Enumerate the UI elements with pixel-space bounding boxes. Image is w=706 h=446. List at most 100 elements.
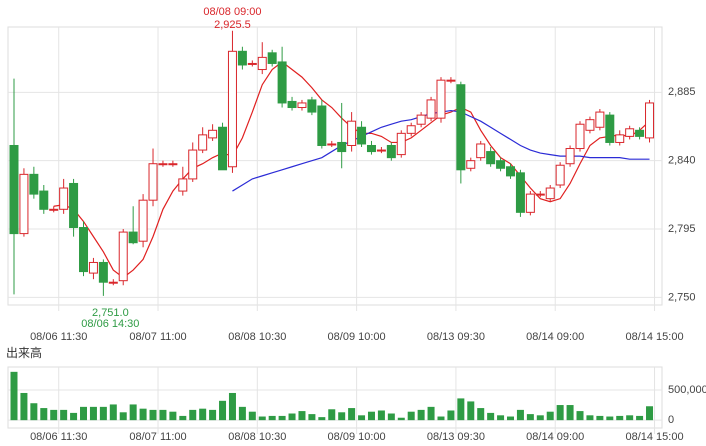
volume-bar [546, 411, 554, 421]
candle-body [267, 52, 277, 64]
volume-bar [10, 371, 18, 421]
candle-body [327, 143, 337, 146]
candle-body [208, 129, 218, 139]
y-tick-label: 2,885 [668, 86, 696, 98]
candle-body [456, 84, 466, 171]
volume-bar [30, 403, 38, 421]
price-plot-frame [7, 26, 663, 306]
volume-bar [99, 406, 107, 421]
candle-body [178, 178, 188, 192]
candle-body [108, 281, 118, 284]
candle-body [307, 99, 317, 113]
volume-bar [507, 416, 514, 421]
y-tick-label: 2,840 [668, 155, 696, 167]
volume-bar [189, 409, 197, 421]
volume-bar [616, 415, 624, 421]
volume-bar [566, 405, 574, 421]
candle-body [317, 105, 327, 146]
volume-bar [338, 412, 346, 421]
volume-bar [129, 404, 137, 421]
volume-bar [80, 406, 88, 421]
candle-body [515, 172, 525, 213]
candle-body [555, 164, 565, 186]
candle-body [148, 163, 158, 201]
candle-body [545, 187, 555, 200]
volume-bar [238, 406, 246, 421]
candle-body [9, 144, 19, 235]
candle-body [237, 50, 247, 66]
candle-body [158, 163, 168, 166]
volume-bar [318, 417, 326, 421]
volume-bar [209, 409, 217, 421]
candle-body [585, 119, 595, 131]
volume-plot-frame [7, 366, 663, 429]
volume-bar [626, 415, 634, 421]
volume-bar [487, 412, 495, 421]
volume-bar [298, 411, 306, 421]
candle-body [49, 208, 59, 211]
candle-body [426, 99, 436, 119]
candle-body [446, 79, 456, 82]
candle-body [247, 62, 257, 65]
x-tick-label: 08/06 11:30 [30, 331, 87, 343]
candle-body [376, 149, 386, 152]
candle-body [227, 50, 237, 168]
candle-body [79, 227, 89, 273]
candle-body [218, 126, 228, 171]
candle-body [436, 79, 446, 119]
candle-body [575, 123, 585, 150]
volume-bar [109, 404, 117, 421]
x-tick-label: 08/09 10:00 [328, 331, 386, 343]
volume-bar [516, 409, 524, 421]
x-tick-label: 08/09 10:00 [328, 431, 386, 443]
candle-body [476, 143, 486, 159]
x-tick-label: 08/08 10:30 [228, 331, 286, 343]
x-tick-label: 08/14 15:00 [625, 331, 683, 343]
volume-bar [89, 406, 97, 421]
volume-bar [497, 415, 505, 421]
candle-body [466, 160, 476, 169]
volume-bar [427, 406, 435, 421]
y-tick-label: 0 [668, 414, 674, 426]
volume-bar [179, 415, 187, 421]
high-value-label: 2,925.5 [214, 19, 251, 31]
candle-body [605, 114, 615, 143]
low-value-label: 2,751.0 [92, 307, 129, 319]
volume-bar [586, 415, 594, 421]
candle-body [297, 102, 307, 109]
volume-bar [258, 416, 266, 421]
volume-bar [278, 415, 286, 421]
volume-bar [40, 408, 48, 421]
volume-bar [576, 411, 584, 421]
candle-body [366, 144, 376, 153]
volume-bar [417, 409, 425, 421]
volume-bar [407, 411, 415, 421]
volume-bar [636, 415, 644, 421]
volume-bar [149, 409, 157, 421]
volume-bar [328, 409, 336, 421]
candle-body [525, 193, 535, 213]
candle-body [486, 151, 496, 165]
volume-bar [248, 411, 256, 421]
volume-bar [447, 410, 455, 421]
volume-bar [268, 415, 276, 421]
candle-body [138, 199, 148, 242]
y-tick-label: 2,795 [668, 223, 696, 235]
candle-body [635, 129, 645, 137]
candle-body [496, 160, 506, 169]
candle-body [88, 261, 98, 274]
candle-body [168, 163, 178, 166]
candle-body [386, 144, 396, 159]
candle-body [198, 134, 208, 151]
candle-body [595, 111, 605, 128]
volume-bar [536, 415, 544, 421]
volume-bar [596, 415, 604, 421]
volume-bar [367, 411, 375, 421]
candle-body [257, 56, 267, 71]
x-tick-label: 08/13 09:30 [427, 331, 485, 343]
high-time-label: 08/08 09:00 [203, 6, 261, 18]
volume-title: 出来高 [6, 345, 42, 360]
candle-body [29, 173, 39, 195]
candle-body [347, 120, 357, 146]
candle-body [39, 190, 49, 210]
